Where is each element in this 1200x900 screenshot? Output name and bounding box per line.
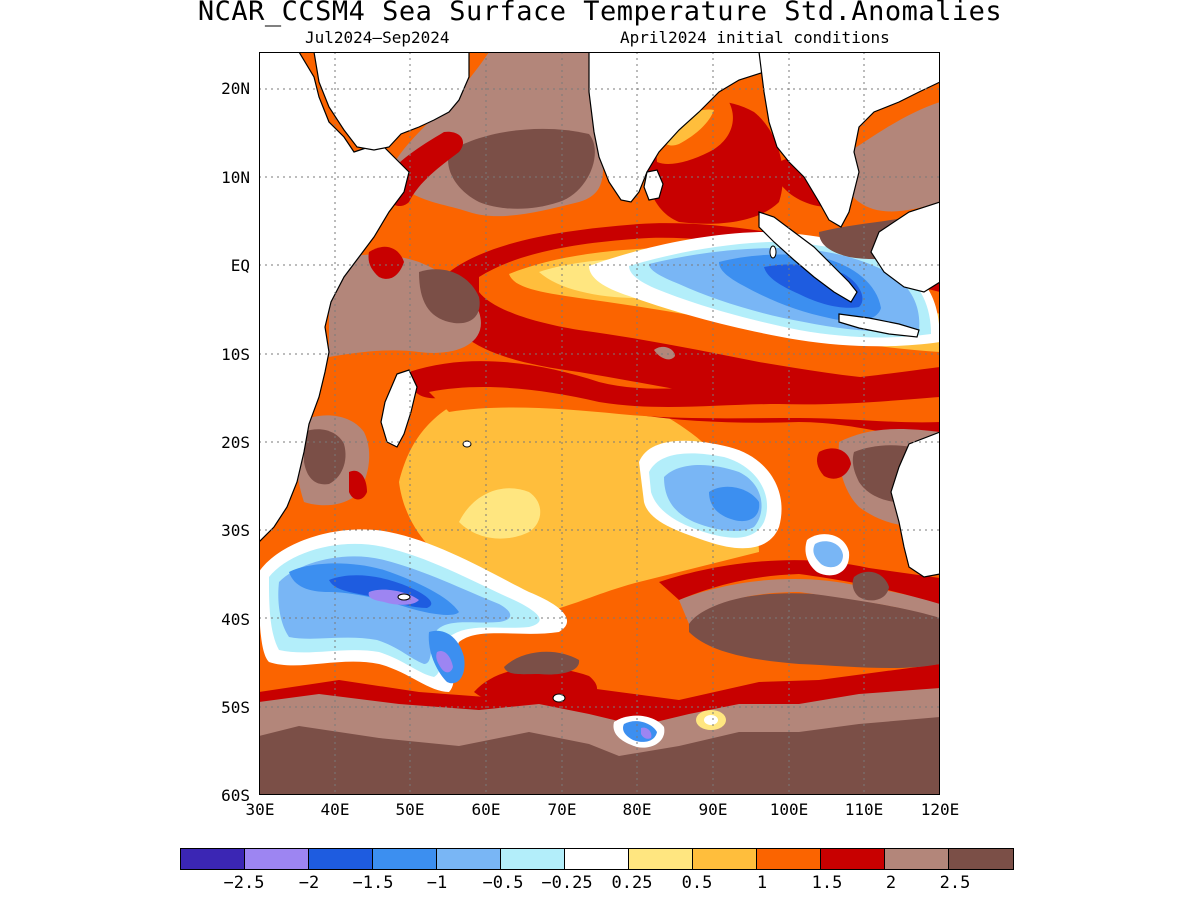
colorbar-label: −0.5	[482, 873, 524, 893]
ylabel-20s: 20S	[221, 433, 250, 452]
ylabel-20n: 20N	[221, 79, 250, 98]
africa-land	[259, 52, 410, 543]
colorbar-label: 1	[756, 873, 768, 893]
xlabel-120e: 120E	[920, 800, 960, 819]
amsterdam-island	[397, 593, 411, 601]
colorbar-swatch	[181, 849, 245, 869]
xlabel-40e: 40E	[320, 800, 350, 819]
anomaly-map	[259, 52, 940, 795]
southern-red-band	[259, 664, 940, 726]
ylabel-eq: EQ	[230, 256, 250, 275]
ylabel-10n: 10N	[221, 168, 250, 187]
colorbar-swatch	[629, 849, 693, 869]
ylabel-10s: 10S	[221, 345, 250, 364]
red-band-15s	[409, 361, 940, 442]
somali-dark-region	[419, 269, 480, 324]
colorbar-label: 2	[885, 873, 897, 893]
central-yellow-region	[399, 381, 759, 612]
xlabel-60e: 60E	[471, 800, 501, 819]
forecast-period: Jul2024—Sep2024	[305, 28, 450, 47]
kerguelen-purple	[641, 727, 652, 739]
sw-south-lobe-core	[436, 650, 453, 673]
se-blue-center	[709, 486, 760, 522]
seasia-land	[758, 52, 940, 228]
colorbar-swatch	[373, 849, 437, 869]
small-white-spot	[704, 715, 718, 725]
orange-band-15s	[429, 387, 940, 423]
sri-lanka-land	[643, 169, 664, 201]
ylabel-50s: 50S	[221, 698, 250, 717]
colorbar-swatch	[949, 849, 1013, 869]
colorbar-swatch	[693, 849, 757, 869]
colorbar	[180, 848, 1014, 870]
colorbar-label: −2	[298, 873, 320, 893]
java-land	[838, 313, 920, 338]
australia-red-rim	[816, 448, 851, 479]
australia-land	[890, 431, 940, 578]
xlabel-80e: 80E	[622, 800, 652, 819]
e-blue-patch-core	[813, 541, 843, 568]
south-red-blob	[474, 667, 598, 704]
brown-spot-15s	[654, 346, 675, 360]
xlabel-100e: 100E	[769, 800, 809, 819]
graticule	[259, 52, 940, 795]
colorbar-swatch	[245, 849, 309, 869]
sea-brown	[846, 102, 940, 212]
colorbar-swatch	[309, 849, 373, 869]
ylabel-60s: 60S	[221, 786, 250, 805]
colorbar-label: −2.5	[223, 873, 265, 893]
east-red-rim	[659, 560, 940, 604]
map-title: NCAR_CCSM4 Sea Surface Temperature Std.A…	[197, 0, 1003, 27]
colorbar-label: −1.5	[352, 873, 394, 893]
central-light-yellow	[459, 488, 541, 539]
southern-brown-band	[259, 712, 940, 795]
somali-red-rim	[368, 246, 404, 279]
colorbar-label: 0.5	[681, 873, 713, 893]
colorbar-swatch	[437, 849, 501, 869]
colorbar-label: 2.5	[939, 873, 971, 893]
arabia-land	[313, 52, 470, 151]
colorbar-swatch	[565, 849, 629, 869]
colorbar-label: 1.5	[811, 873, 843, 893]
initial-conditions: April2024 initial conditions	[620, 28, 890, 47]
ylabel-30s: 30S	[221, 521, 250, 540]
xlabel-30e: 30E	[245, 800, 275, 819]
colorbar-label: 0.25	[611, 873, 653, 893]
borneo-land	[870, 201, 940, 293]
andaman-island	[769, 245, 777, 259]
south-brown-blob	[504, 651, 580, 675]
colorbar-swatch	[885, 849, 949, 869]
colorbar-swatch	[757, 849, 821, 869]
xlabel-90e: 90E	[698, 800, 728, 819]
colorbar-swatch	[821, 849, 885, 869]
ylabel-40s: 40S	[221, 610, 250, 629]
colorbar-label: −0.25	[541, 873, 593, 893]
xlabel-110e: 110E	[844, 800, 884, 819]
east-brown-band	[689, 593, 940, 669]
sumatra-land	[758, 211, 858, 303]
kerguelen-island	[552, 693, 566, 703]
colorbar-label: −1	[426, 873, 448, 893]
mozambique-red	[349, 470, 367, 500]
australia-brown-blob	[852, 571, 889, 601]
madagascar-land	[380, 369, 418, 448]
sw-purple-core	[368, 589, 419, 605]
arabian-dark-region	[448, 128, 595, 209]
xlabel-50e: 50E	[395, 800, 425, 819]
xlabel-70e: 70E	[547, 800, 577, 819]
colorbar-swatch	[501, 849, 565, 869]
